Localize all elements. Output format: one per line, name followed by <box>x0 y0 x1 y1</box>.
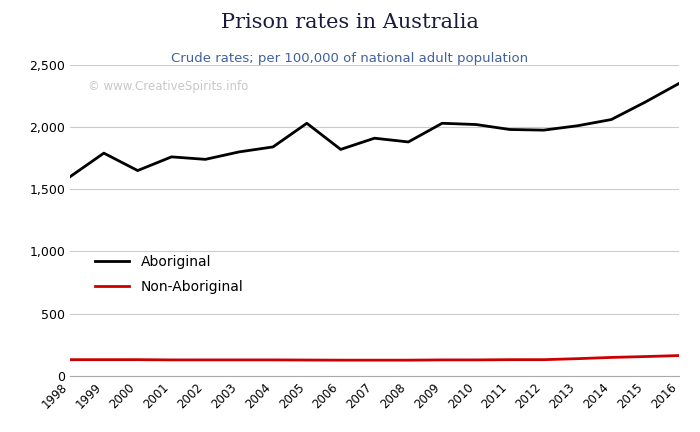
Aboriginal <box>370 136 379 141</box>
Aboriginal <box>573 123 582 128</box>
Aboriginal <box>337 147 345 152</box>
Non-Aboriginal <box>337 358 345 363</box>
Aboriginal <box>302 121 311 126</box>
Aboriginal <box>99 150 108 156</box>
Aboriginal <box>607 117 615 122</box>
Aboriginal <box>134 168 142 173</box>
Non-Aboriginal <box>472 357 480 362</box>
Non-Aboriginal <box>438 357 447 362</box>
Non-Aboriginal <box>505 357 514 362</box>
Non-Aboriginal <box>269 357 277 362</box>
Aboriginal <box>269 144 277 149</box>
Line: Aboriginal: Aboriginal <box>70 83 679 177</box>
Non-Aboriginal <box>99 357 108 362</box>
Non-Aboriginal <box>167 357 176 362</box>
Non-Aboriginal <box>573 356 582 361</box>
Non-Aboriginal <box>235 357 244 362</box>
Text: © www.CreativeSpirits.info: © www.CreativeSpirits.info <box>88 80 248 93</box>
Non-Aboriginal <box>370 358 379 363</box>
Aboriginal <box>675 81 683 86</box>
Aboriginal <box>66 174 74 179</box>
Non-Aboriginal <box>201 357 209 362</box>
Aboriginal <box>472 122 480 127</box>
Text: Prison rates in Australia: Prison rates in Australia <box>221 13 479 32</box>
Non-Aboriginal <box>66 357 74 362</box>
Aboriginal <box>201 157 209 162</box>
Non-Aboriginal <box>607 355 615 360</box>
Aboriginal <box>540 127 548 133</box>
Non-Aboriginal <box>675 353 683 358</box>
Non-Aboriginal <box>540 357 548 362</box>
Aboriginal <box>404 140 412 145</box>
Non-Aboriginal <box>134 357 142 362</box>
Aboriginal <box>505 127 514 132</box>
Non-Aboriginal <box>404 358 412 363</box>
Non-Aboriginal <box>302 357 311 362</box>
Non-Aboriginal <box>641 354 650 359</box>
Aboriginal <box>167 154 176 159</box>
Aboriginal <box>641 99 650 105</box>
Aboriginal <box>438 121 447 126</box>
Text: Crude rates; per 100,000 of national adult population: Crude rates; per 100,000 of national adu… <box>172 52 528 65</box>
Legend: Aboriginal, Non-Aboriginal: Aboriginal, Non-Aboriginal <box>89 249 248 299</box>
Aboriginal <box>235 149 244 155</box>
Line: Non-Aboriginal: Non-Aboriginal <box>70 356 679 360</box>
